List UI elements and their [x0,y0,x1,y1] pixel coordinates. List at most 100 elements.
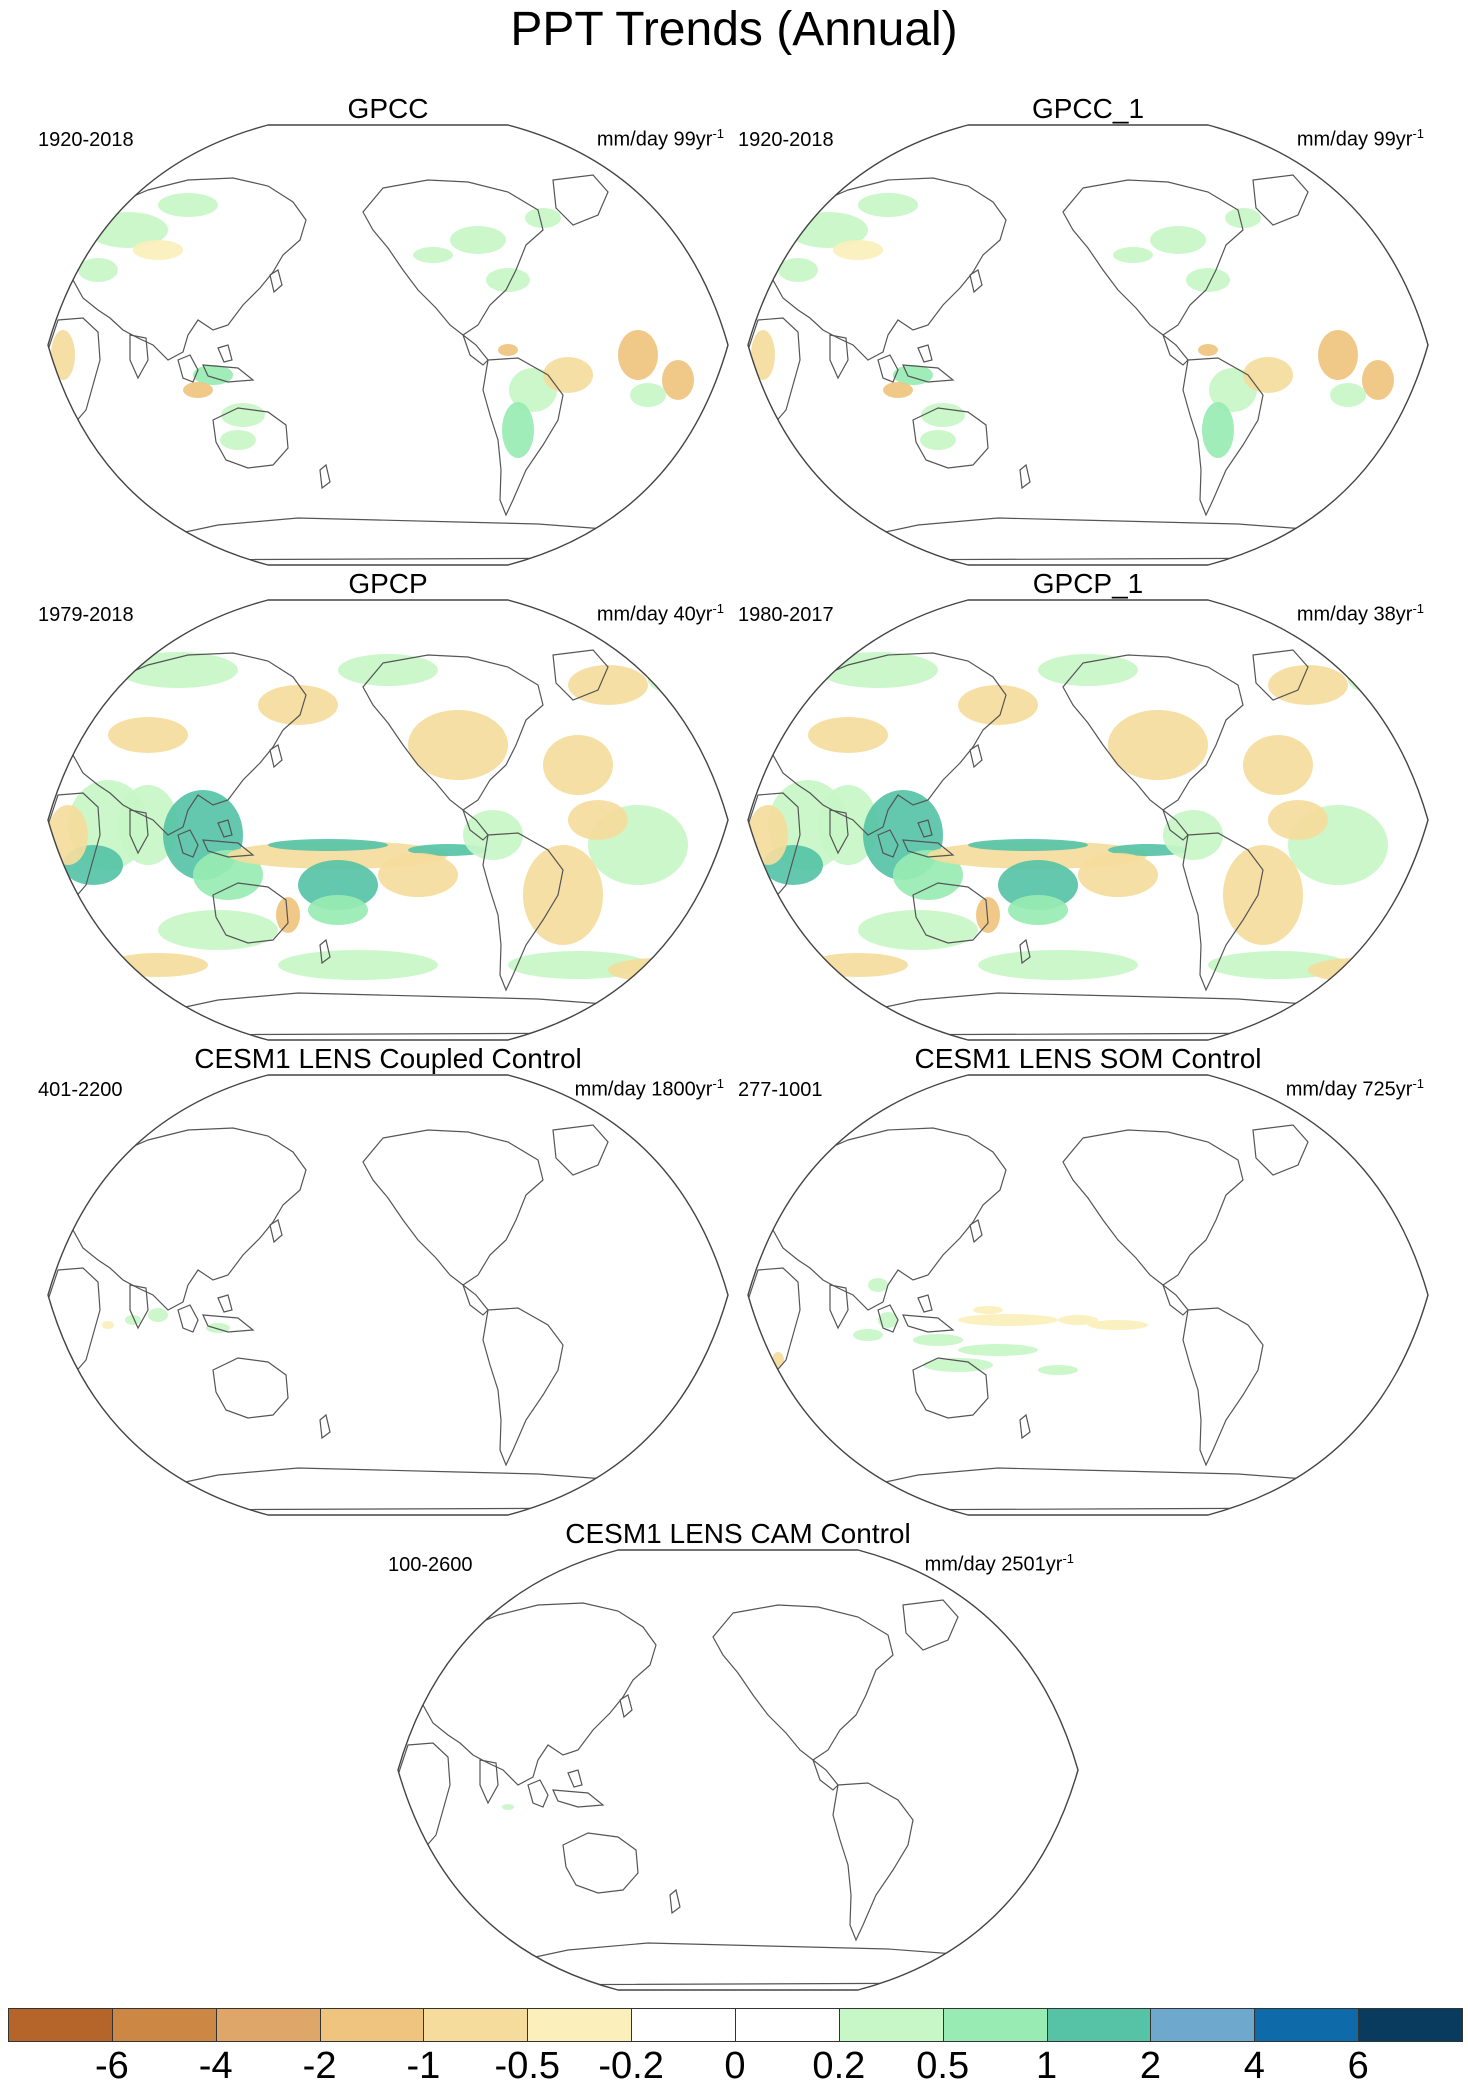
trend-patch [1362,360,1394,400]
coastline [912,882,989,944]
coastline [461,1283,489,1316]
coastline [269,269,283,294]
units-exponent: -1 [1062,1551,1074,1566]
trend-patch [51,330,75,380]
colorbar-swatch [1358,2008,1463,2042]
coastline [829,1284,849,1330]
trend-patch [858,193,918,217]
coastline [482,357,564,517]
coastline [461,808,489,841]
coastline [1161,1283,1189,1316]
colorbar [8,2008,1463,2046]
units-text: mm/day 2501yr [924,1553,1063,1576]
trend-patch [1038,1365,1078,1375]
map-border [747,124,1429,566]
coastline [552,1124,609,1176]
trend-patch [618,330,658,380]
coastline [912,1357,989,1419]
trend-patch [108,717,188,753]
coastline [1182,1307,1264,1467]
coastline [772,1127,1007,1311]
colorbar-tick-label: 2 [1139,2045,1161,2087]
coastline [1019,463,1031,490]
panel-period: 277-1001 [738,1079,823,1101]
trend-patch [1113,247,1153,263]
map-panel: CESM1 LENS CAM Control 100-2600 mm/day 250… [388,1518,1088,1993]
coastline [902,1314,955,1333]
trend-patch [976,897,1000,933]
panel-units: mm/day 1800yr-1 [575,1072,724,1102]
coastline [917,819,933,838]
coastline [917,1294,933,1313]
coastline [917,344,933,363]
trend-patch [278,950,438,980]
coastline [137,1467,670,1511]
coastline [837,992,1370,1036]
coastline [877,354,899,383]
coastline [837,517,1370,561]
trend-field [748,174,1394,561]
coastline [1062,179,1244,336]
trend-patch [1330,383,1366,407]
trend-patch [978,950,1138,980]
colorbar-tick-label: 6 [1347,2045,1369,2087]
coastline [969,1219,983,1244]
colorbar-swatch [319,2008,425,2042]
trend-patch [1058,1315,1098,1325]
coastline [129,809,149,855]
trend-patch [118,652,238,688]
coastline [362,179,544,336]
coastline [552,174,609,226]
coastline [217,819,233,838]
trend-patch [1150,226,1206,254]
world-map [47,124,729,566]
coastline [129,1284,149,1330]
trend-patch [568,665,648,705]
world-map [47,599,729,1041]
trend-patch [853,1329,883,1341]
trend-patch [502,1804,514,1810]
trend-patch [118,785,178,865]
coastline [877,829,899,858]
trend-patch [662,360,694,400]
trend-patch [1223,845,1303,945]
trend-patch [450,226,506,254]
coastline [552,1789,605,1808]
coastline [829,809,849,855]
panel-title: CESM1 LENS SOM Control [914,1043,1262,1074]
panel-units: mm/day 40yr-1 [597,597,724,627]
panel-units: mm/day 2501yr-1 [925,1547,1074,1577]
units-exponent: -1 [712,126,724,141]
trend-patch [338,654,438,686]
coastline [177,354,199,383]
coastline [212,1357,289,1419]
trend-field [748,649,1408,1036]
trend-patch [543,357,593,393]
coastline [1019,1413,1031,1440]
panel-period: 1979-2018 [38,604,134,626]
panel-title: GPCP_1 [1032,568,1144,599]
trend-patch [486,268,530,292]
map-panel: GPCC_1 1920-2018 mm/day 99yr-1 [738,93,1438,568]
coastline [319,938,331,965]
coastline [72,1127,307,1311]
colorbar-swatch [111,2008,217,2042]
colorbar-tick-label: 4 [1243,2045,1265,2087]
coastline [177,829,199,858]
panel-period: 1920-2018 [738,129,834,151]
coastline [712,1604,894,1761]
trend-field [48,1124,670,1511]
trend-patch [183,382,213,398]
coastline [202,839,255,858]
trend-patch [525,208,561,228]
coastline [1062,1129,1244,1286]
coastline [969,269,983,294]
coastline [72,177,307,361]
trend-patch [998,860,1078,910]
coastline [902,1599,959,1651]
trend-patch [1088,1320,1148,1330]
units-exponent: -1 [1412,601,1424,616]
trend-patch [878,1312,898,1328]
trend-patch [968,839,1088,851]
coastline [969,744,983,769]
